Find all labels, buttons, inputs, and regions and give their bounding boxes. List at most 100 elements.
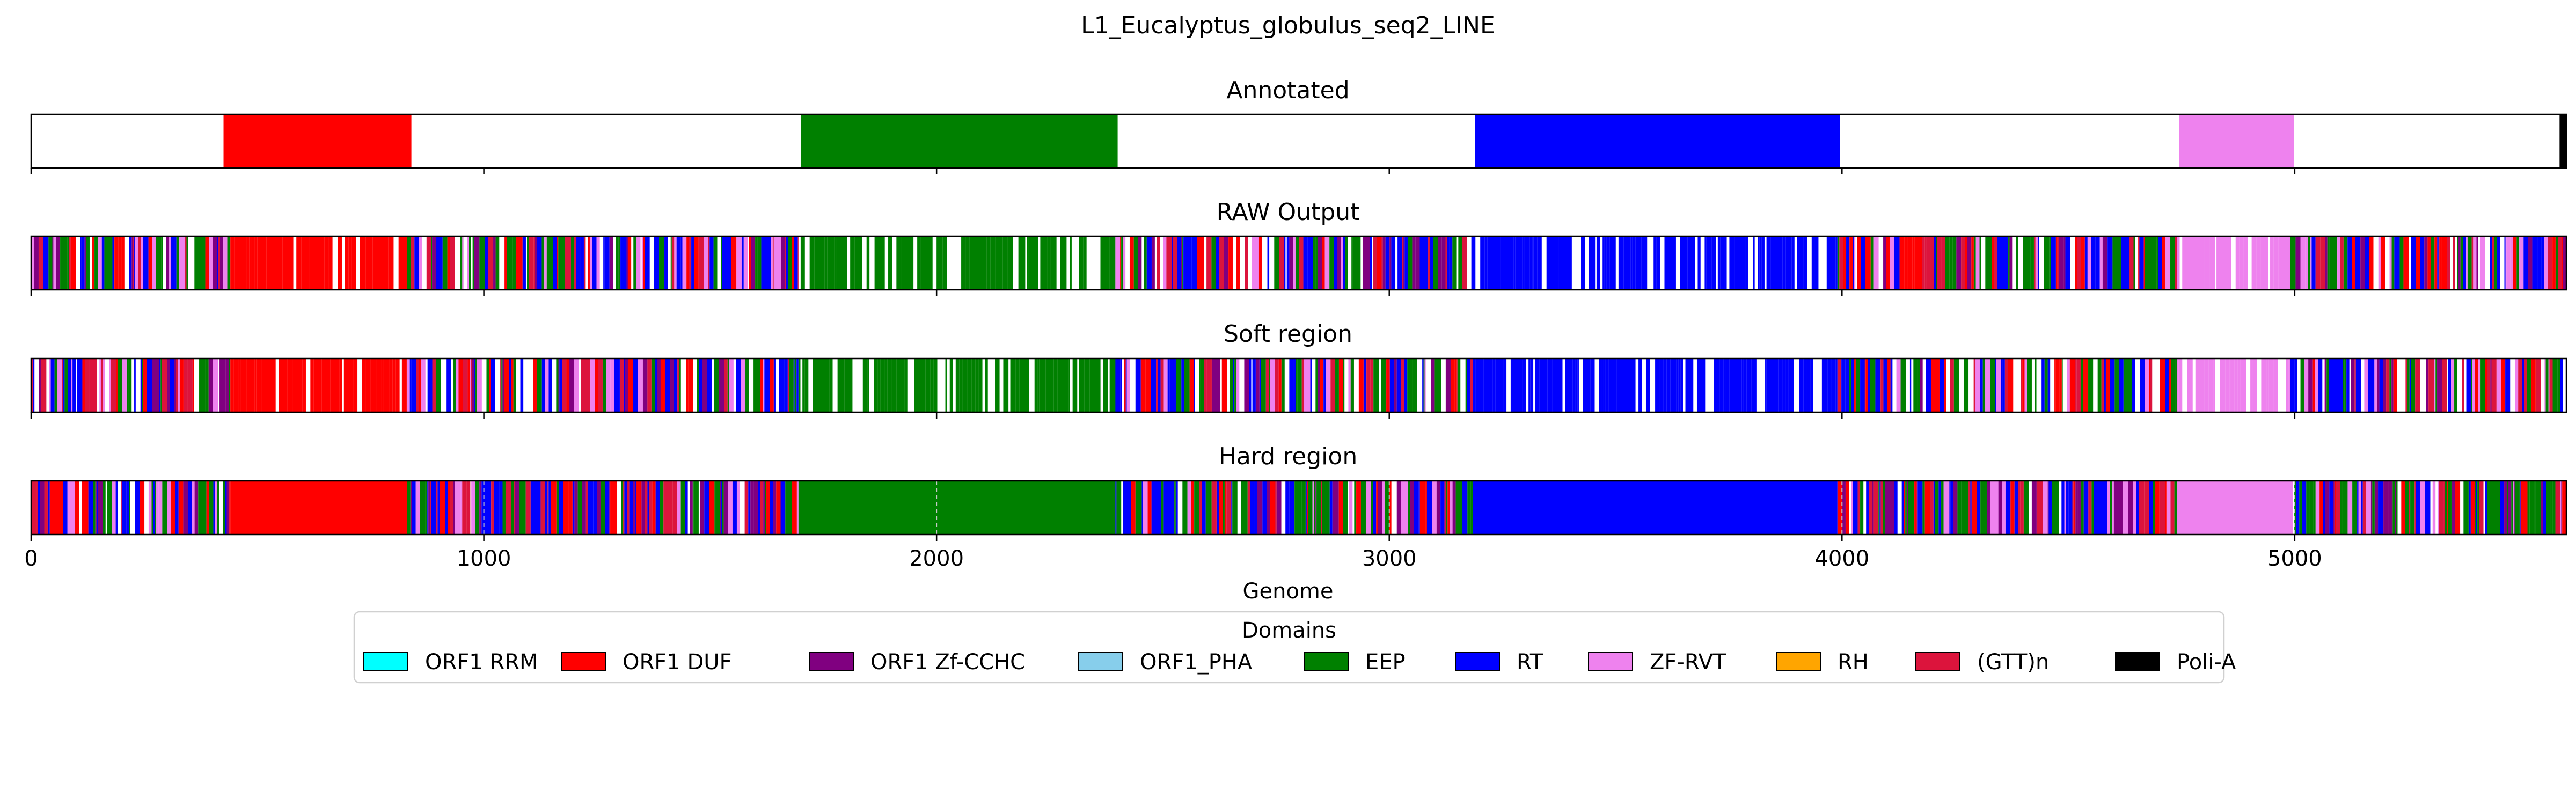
segment	[63, 481, 68, 535]
segment	[223, 236, 228, 290]
segment	[89, 358, 92, 412]
segment	[265, 358, 269, 412]
segment	[1329, 481, 1333, 535]
segment	[1323, 358, 1326, 412]
segment	[1873, 236, 1879, 290]
segment	[141, 236, 143, 290]
segment	[1230, 358, 1233, 412]
segment	[445, 481, 448, 535]
segment	[2416, 236, 2420, 290]
segment	[601, 481, 605, 535]
segment	[955, 358, 960, 412]
segment	[729, 358, 734, 412]
segment	[2504, 481, 2507, 535]
segment	[1462, 236, 1467, 290]
segment	[2463, 481, 2469, 535]
segment	[1433, 236, 1438, 290]
segment	[836, 236, 840, 290]
segment	[1360, 481, 1366, 535]
segment	[1608, 358, 1612, 412]
legend-swatch	[1078, 652, 1123, 671]
segment	[1682, 236, 1688, 290]
segment	[1735, 358, 1739, 412]
segment	[665, 358, 670, 412]
segment	[343, 358, 348, 412]
segment	[2278, 236, 2280, 290]
segment	[2548, 236, 2553, 290]
segment	[971, 358, 976, 412]
segment	[2326, 358, 2329, 412]
segment	[375, 236, 380, 290]
segment	[1151, 236, 1155, 290]
segment	[1397, 236, 1400, 290]
segment	[2305, 236, 2308, 290]
segment	[1943, 481, 1945, 535]
segment	[1630, 358, 1636, 412]
segment	[537, 236, 540, 290]
segment	[425, 481, 428, 535]
segment	[2434, 358, 2436, 412]
segment	[1855, 358, 1861, 412]
segment	[2523, 236, 2528, 290]
segment	[743, 236, 748, 290]
segment	[1275, 358, 1279, 412]
segment	[1765, 358, 1767, 412]
segment	[1386, 358, 1390, 412]
segment	[891, 358, 897, 412]
segment	[1376, 236, 1381, 290]
segment	[485, 236, 488, 290]
segment	[1140, 358, 1146, 412]
segment	[1666, 358, 1671, 412]
segment	[1151, 358, 1157, 412]
segment	[442, 236, 448, 290]
x-tick-label: 1000	[457, 546, 511, 571]
segment	[1335, 358, 1339, 412]
segment	[792, 481, 797, 535]
segment	[797, 236, 799, 290]
segment	[1366, 481, 1371, 535]
segment	[2178, 358, 2183, 412]
segment	[2223, 236, 2228, 290]
segment	[1281, 358, 1285, 412]
panel-segments	[31, 481, 2567, 535]
segment	[114, 236, 119, 290]
segment	[2139, 236, 2144, 290]
segment	[642, 358, 648, 412]
segment	[1731, 236, 1735, 290]
segment	[651, 358, 655, 412]
segment	[2405, 481, 2409, 535]
segment	[1318, 236, 1322, 290]
segment	[1456, 358, 1458, 412]
segment	[1540, 236, 1542, 290]
segment	[700, 481, 705, 535]
segment	[2468, 481, 2471, 535]
segment	[2170, 236, 2175, 290]
segment	[827, 236, 831, 290]
segment	[2049, 236, 2051, 290]
segment	[1224, 481, 1227, 535]
segment	[1944, 358, 1946, 412]
segment	[1900, 358, 1906, 412]
segment	[2145, 358, 2149, 412]
segment	[1204, 358, 1207, 412]
segment	[279, 358, 283, 412]
segment	[269, 358, 272, 412]
segment	[440, 236, 443, 290]
segment	[1174, 481, 1176, 535]
segment	[128, 358, 132, 412]
segment	[436, 236, 440, 290]
segment	[2155, 481, 2160, 535]
segment	[2401, 481, 2405, 535]
segment	[1517, 358, 1523, 412]
segment	[784, 358, 788, 412]
segment	[1039, 358, 1044, 412]
segment	[38, 481, 40, 535]
segment	[440, 481, 445, 535]
segment	[522, 236, 526, 290]
segment	[162, 481, 167, 535]
segment	[1638, 236, 1642, 290]
segment	[398, 236, 400, 290]
segment	[765, 481, 766, 535]
segment	[2411, 358, 2416, 412]
segment	[1968, 481, 1971, 535]
